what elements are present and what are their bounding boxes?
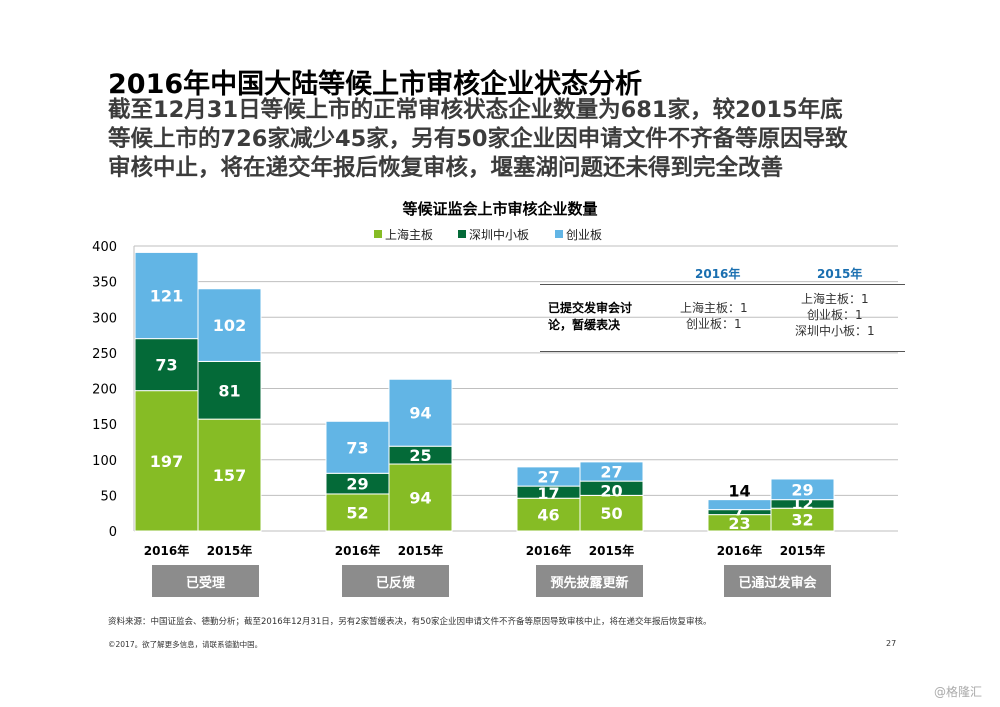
notes-header-2016: 2016年: [695, 267, 741, 281]
notes-cell-line: 创业板：1: [807, 308, 863, 322]
x-bar-label: 2015年: [780, 543, 825, 558]
copyright: ©2017。欲了解更多信息，请联系德勤中国。: [108, 640, 263, 649]
chart-title: 等候证监会上市审核企业数量: [402, 200, 597, 218]
x-bar-label: 2015年: [398, 543, 443, 558]
group-button-pre-disclosure[interactable]: 预先披露更新: [536, 565, 643, 597]
group-button-feedback[interactable]: 已反馈: [342, 565, 449, 597]
y-tick-label: 100: [92, 454, 117, 469]
data-label: 52: [346, 503, 368, 522]
data-label: 29: [791, 480, 813, 499]
data-label: 157: [213, 466, 246, 485]
notes-row-label-line: 论，暂缓表决: [548, 318, 621, 332]
bar-segment: [388, 463, 453, 532]
y-tick-label: 400: [92, 240, 117, 255]
x-bar-label: 2016年: [717, 543, 762, 558]
y-tick-label: 0: [109, 525, 117, 540]
bar-segment: [707, 499, 772, 511]
bar-segment: [134, 251, 199, 340]
x-bar-label: 2015年: [207, 543, 252, 558]
data-label: 32: [791, 511, 813, 530]
subtitle-line: 等候上市的726家减少45家，另有50家企业因申请文件不齐备等原因导致: [108, 126, 848, 152]
group-button-approved[interactable]: 已通过发审会: [724, 565, 831, 597]
data-label: 29: [346, 475, 368, 494]
page-number: 27: [886, 639, 897, 648]
x-bar-label: 2015年: [589, 543, 634, 558]
data-label: 73: [155, 356, 177, 375]
data-label: 27: [537, 467, 559, 486]
watermark: @格隆汇: [934, 685, 983, 699]
data-label: 81: [218, 381, 240, 400]
legend-swatch: [555, 230, 563, 238]
data-label: 94: [409, 489, 431, 508]
data-label: 73: [346, 438, 368, 457]
notes-row-label-line: 已提交发审会讨: [548, 301, 633, 315]
notes-header-2015: 2015年: [817, 267, 863, 281]
subtitle-line: 截至12月31日等候上市的正常审核状态企业数量为681家，较2015年底: [108, 97, 843, 123]
notes-cell-2015: 上海主板：1 创业板：1 深圳中小板：1: [795, 291, 875, 339]
subtitle-line: 审核中止，将在递交年报后恢复审核，堰塞湖问题还未得到完全改善: [108, 155, 784, 181]
group-button-accepted[interactable]: 已受理: [152, 565, 259, 597]
y-tick-label: 150: [92, 418, 117, 433]
source-note: 资料来源：中国证监会、德勤分析；截至2016年12月31日，另有2家暂缓表决，有…: [108, 617, 712, 627]
x-bar-label: 2016年: [526, 543, 571, 558]
y-tick-label: 250: [92, 347, 117, 362]
data-label: 23: [728, 514, 750, 533]
data-label: 27: [600, 463, 622, 482]
subtitle: 截至12月31日等候上市的正常审核状态企业数量为681家，较2015年底 等候上…: [108, 96, 908, 183]
data-label: 14: [728, 482, 750, 501]
data-label: 46: [537, 506, 559, 525]
notes-divider: [540, 351, 905, 352]
data-label: 17: [537, 484, 559, 503]
notes-cell-line: 上海主板：1: [680, 301, 748, 315]
data-label: 25: [409, 446, 431, 465]
notes-row-label: 已提交发审会讨 论，暂缓表决: [548, 300, 668, 334]
x-bar-label: 2016年: [335, 543, 380, 558]
bar-segment: [134, 390, 199, 532]
bar-segment: [197, 360, 262, 420]
notes-table: 2016年 2015年 已提交发审会讨 论，暂缓表决 上海主板：1 创业板：1 …: [540, 262, 905, 352]
data-label: 197: [150, 452, 183, 471]
legend-swatch: [374, 230, 382, 238]
data-label: 20: [600, 481, 622, 500]
notes-cell-line: 深圳中小板：1: [795, 324, 875, 338]
legend-label: 创业板: [566, 228, 602, 242]
data-label: 121: [150, 287, 183, 306]
page-title: 2016年中国大陆等候上市审核企业状态分析: [108, 69, 643, 100]
y-tick-label: 200: [92, 383, 117, 398]
legend-label: 上海主板: [385, 227, 433, 242]
bar-segment: [325, 493, 390, 532]
notes-cell-line: 上海主板：1: [801, 292, 869, 306]
bar-segment: [134, 338, 199, 392]
bar-segment: [516, 497, 581, 532]
bar-segment: [388, 378, 453, 447]
bar-segment: [579, 494, 644, 532]
bar-segment: [579, 461, 644, 482]
notes-cell-2016: 上海主板：1 创业板：1: [680, 300, 748, 332]
legend-swatch: [458, 230, 466, 238]
bar-segment: [770, 478, 835, 501]
data-label: 94: [409, 404, 431, 423]
x-bar-label: 2016年: [144, 543, 189, 558]
bar-segment: [197, 288, 262, 362]
bar-segment: [325, 420, 390, 474]
data-label: 102: [213, 316, 246, 335]
data-label: 50: [600, 504, 622, 523]
notes-divider: [540, 284, 905, 285]
notes-cell-line: 创业板：1: [686, 317, 742, 331]
y-tick-label: 50: [100, 489, 117, 504]
y-tick-label: 300: [92, 311, 117, 326]
y-tick-label: 350: [92, 276, 117, 291]
legend-label: 深圳中小板: [469, 227, 529, 242]
